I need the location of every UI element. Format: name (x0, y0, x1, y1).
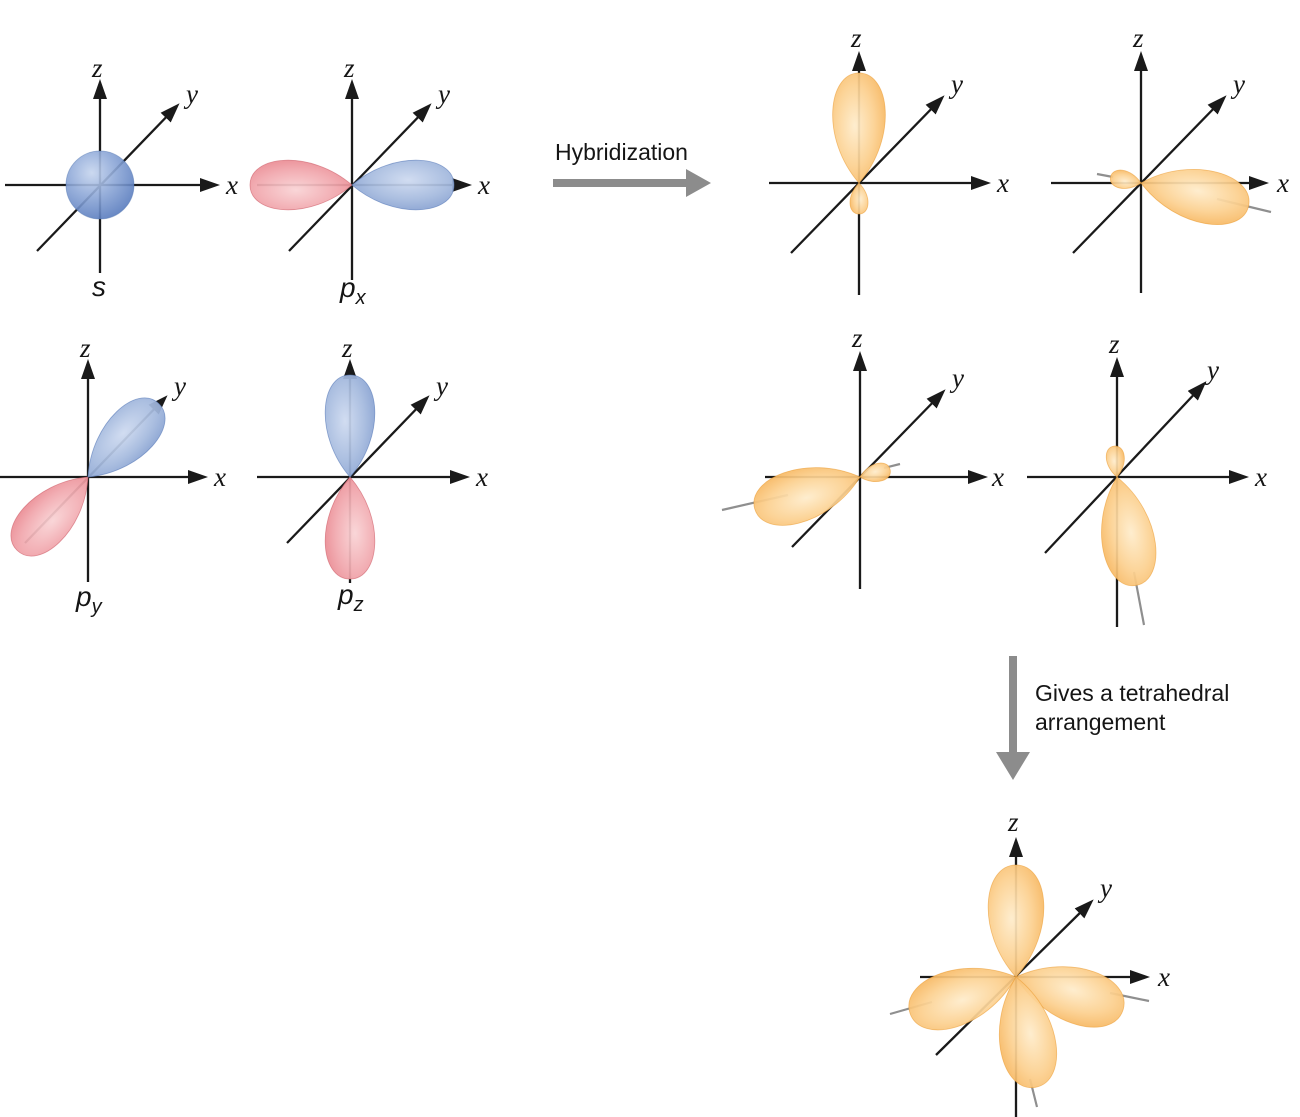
y-axis-label: y (1097, 873, 1112, 903)
x-axis-label: x (477, 170, 490, 200)
s-orbital-sphere (65, 150, 135, 220)
y-axis (1072, 95, 1227, 254)
large-lobe (832, 72, 886, 184)
small-lobe (1104, 444, 1127, 479)
x-axis-label: x (1157, 962, 1170, 992)
sp3-hybrid-panel-4: x y z (1027, 329, 1267, 627)
s-orbital-label: s (92, 271, 106, 302)
py-orbital-label: py (75, 581, 103, 618)
y-axis-label: y (435, 79, 450, 109)
s-orbital-panel: x y z s (5, 53, 238, 302)
pz-positive-lobe (324, 374, 376, 478)
x-axis-label: x (1276, 168, 1289, 198)
z-axis-label: z (91, 53, 103, 83)
x-axis-label: x (996, 168, 1009, 198)
pz-orbital-label: pz (337, 579, 364, 616)
pz-negative-lobe (324, 476, 376, 580)
tetrahedral-arrow-group: Gives a tetrahedral arrangement (996, 656, 1229, 780)
px-positive-lobe (351, 159, 455, 211)
z-axis-label: z (850, 23, 862, 53)
z-axis-label: z (79, 333, 91, 363)
small-lobe (1108, 167, 1144, 193)
large-lobe (1090, 471, 1163, 591)
right-arrow-icon (553, 169, 711, 197)
z-axis-label: z (1007, 807, 1019, 837)
sp3-hybrid-panel-3: x y z (721, 323, 1004, 589)
tetrahedral-sp3-panel: x y z (889, 807, 1170, 1117)
y-axis (790, 95, 945, 254)
x-axis-label: x (991, 462, 1004, 492)
z-axis-label: z (341, 333, 353, 363)
y-axis-label: y (949, 363, 964, 393)
y-axis (288, 103, 432, 252)
px-orbital-label: px (339, 272, 367, 309)
pz-orbital-panel: x y z pz (257, 333, 488, 616)
large-lobe (746, 451, 869, 535)
y-axis-label: y (171, 371, 186, 401)
y-axis (1044, 381, 1207, 554)
y-axis-label: y (433, 371, 448, 401)
z-axis-label: z (851, 323, 863, 353)
large-lobe (1135, 156, 1255, 233)
y-axis (286, 395, 430, 544)
y-axis-label: y (183, 79, 198, 109)
z-axis-label: z (1132, 23, 1144, 53)
py-orbital-panel: x y z py (0, 333, 226, 618)
sp3-hybrid-panel-1: x y z (769, 23, 1009, 295)
y-axis-label: y (1204, 355, 1219, 385)
z-axis-label: z (343, 53, 355, 83)
z-axis-label: z (1108, 329, 1120, 359)
sp3-hybrid-panel-2: x y z (1051, 23, 1289, 293)
x-axis-label: x (475, 462, 488, 492)
y-axis-label: y (1230, 69, 1245, 99)
x-axis-label: x (225, 170, 238, 200)
px-orbital-panel: x y z px (249, 53, 490, 309)
tetrahedral-note-line2: arrangement (1035, 709, 1166, 735)
hybridization-label: Hybridization (555, 139, 688, 165)
x-axis-label: x (213, 462, 226, 492)
tetrahedral-note-line1: Gives a tetrahedral (1035, 680, 1229, 706)
down-arrow-icon (996, 656, 1030, 780)
small-lobe (849, 182, 869, 215)
hybrid-lobe-up (987, 864, 1045, 978)
x-axis-label: x (1254, 462, 1267, 492)
y-axis-label: y (948, 69, 963, 99)
small-lobe (857, 460, 893, 487)
hybridization-arrow-group: Hybridization (553, 139, 711, 197)
